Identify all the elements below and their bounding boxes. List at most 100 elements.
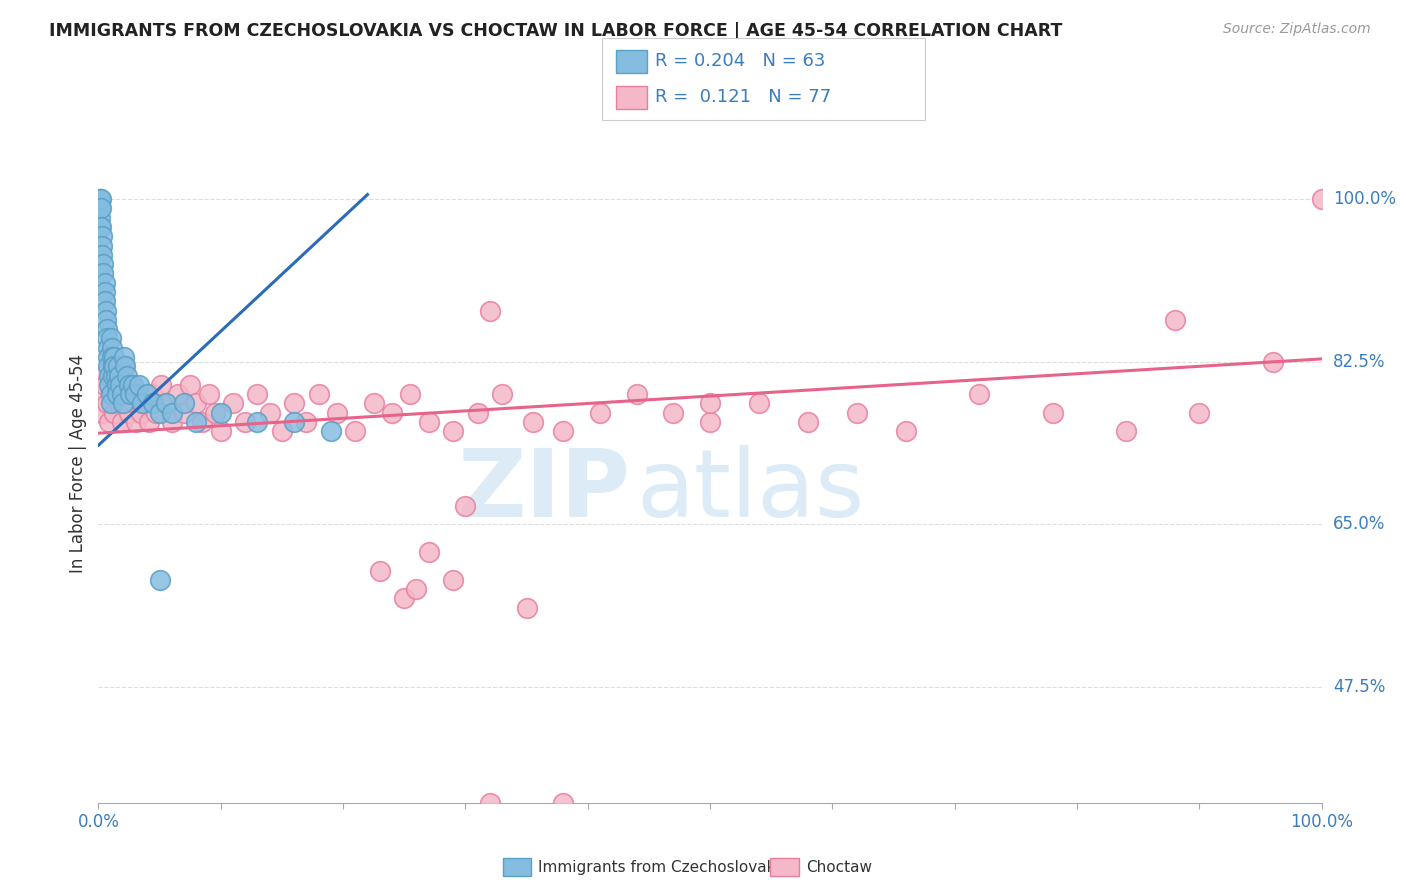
Point — [699, 415, 721, 429]
Point — [93, 285, 115, 299]
Point — [103, 406, 125, 420]
Text: R =  0.121   N = 77: R = 0.121 N = 77 — [655, 88, 831, 106]
Point — [283, 415, 305, 429]
Point — [96, 396, 118, 410]
Point — [103, 350, 125, 364]
Point — [89, 192, 111, 206]
Text: 65.0%: 65.0% — [1333, 516, 1385, 533]
Point — [105, 378, 128, 392]
Point — [91, 229, 114, 244]
Point — [363, 396, 385, 410]
Point — [89, 220, 111, 235]
Point — [441, 425, 464, 439]
Point — [115, 387, 138, 401]
Point — [90, 220, 112, 235]
Text: Choctaw: Choctaw — [806, 860, 872, 874]
Point — [589, 406, 612, 420]
Point — [155, 396, 177, 410]
Point — [98, 415, 121, 429]
Point — [149, 573, 172, 587]
Text: ZIP: ZIP — [457, 445, 630, 537]
Point — [138, 415, 160, 429]
Point — [101, 387, 124, 401]
Point — [94, 313, 117, 327]
Point — [118, 378, 141, 392]
Text: 100.0%: 100.0% — [1333, 190, 1396, 208]
Point — [308, 387, 330, 401]
Point — [93, 378, 115, 392]
Point — [142, 396, 165, 410]
Text: atlas: atlas — [637, 445, 865, 537]
Point — [173, 406, 195, 420]
Point — [454, 499, 477, 513]
Point — [93, 294, 115, 309]
Text: R = 0.204   N = 63: R = 0.204 N = 63 — [655, 53, 825, 70]
Point — [662, 406, 685, 420]
Point — [101, 350, 124, 364]
Point — [108, 368, 131, 383]
Point — [89, 368, 111, 383]
Point — [270, 425, 294, 439]
Point — [894, 425, 917, 439]
Text: Source: ZipAtlas.com: Source: ZipAtlas.com — [1223, 22, 1371, 37]
Point — [111, 415, 134, 429]
Point — [145, 406, 167, 420]
Point — [118, 406, 141, 420]
Text: IMMIGRANTS FROM CZECHOSLOVAKIA VS CHOCTAW IN LABOR FORCE | AGE 45-54 CORRELATION: IMMIGRANTS FROM CZECHOSLOVAKIA VS CHOCTA… — [49, 22, 1063, 40]
Point — [141, 387, 163, 401]
Point — [98, 368, 121, 383]
Text: 82.5%: 82.5% — [1333, 352, 1385, 371]
Text: 47.5%: 47.5% — [1333, 678, 1385, 696]
Point — [101, 359, 124, 374]
Point — [167, 387, 190, 401]
Point — [91, 406, 114, 420]
Point — [90, 202, 112, 216]
Point — [344, 425, 367, 439]
Point — [104, 368, 127, 383]
Point — [111, 387, 134, 401]
Point — [101, 368, 124, 383]
Point — [259, 406, 281, 420]
Point — [845, 406, 868, 420]
Point — [103, 359, 125, 374]
Point — [399, 387, 422, 401]
Point — [91, 257, 114, 271]
Point — [97, 359, 120, 374]
Point — [160, 406, 183, 420]
Point — [136, 387, 159, 401]
Point — [1310, 192, 1333, 206]
Point — [101, 341, 124, 355]
Point — [149, 406, 172, 420]
Point — [97, 350, 120, 364]
Point — [1164, 313, 1187, 327]
Point — [522, 415, 544, 429]
Point — [197, 387, 219, 401]
Point — [91, 248, 114, 262]
Point — [90, 387, 112, 401]
Point — [112, 350, 135, 364]
Point — [246, 415, 269, 429]
Point — [112, 359, 135, 374]
Point — [96, 322, 118, 336]
Point — [128, 378, 150, 392]
Point — [155, 396, 177, 410]
Point — [441, 573, 464, 587]
Point — [246, 387, 269, 401]
Point — [626, 387, 648, 401]
Point — [467, 406, 489, 420]
Point — [204, 406, 226, 420]
Point — [93, 276, 115, 290]
Point — [134, 396, 156, 410]
Point — [418, 545, 440, 559]
Point — [173, 396, 195, 410]
Point — [115, 368, 138, 383]
Point — [120, 387, 142, 401]
Point — [748, 396, 770, 410]
Point — [222, 396, 245, 410]
Point — [1042, 406, 1064, 420]
Point — [89, 192, 111, 206]
Text: Immigrants from Czechoslovakia: Immigrants from Czechoslovakia — [538, 860, 790, 874]
Point — [295, 415, 318, 429]
Point — [478, 796, 501, 810]
Point — [91, 267, 114, 281]
